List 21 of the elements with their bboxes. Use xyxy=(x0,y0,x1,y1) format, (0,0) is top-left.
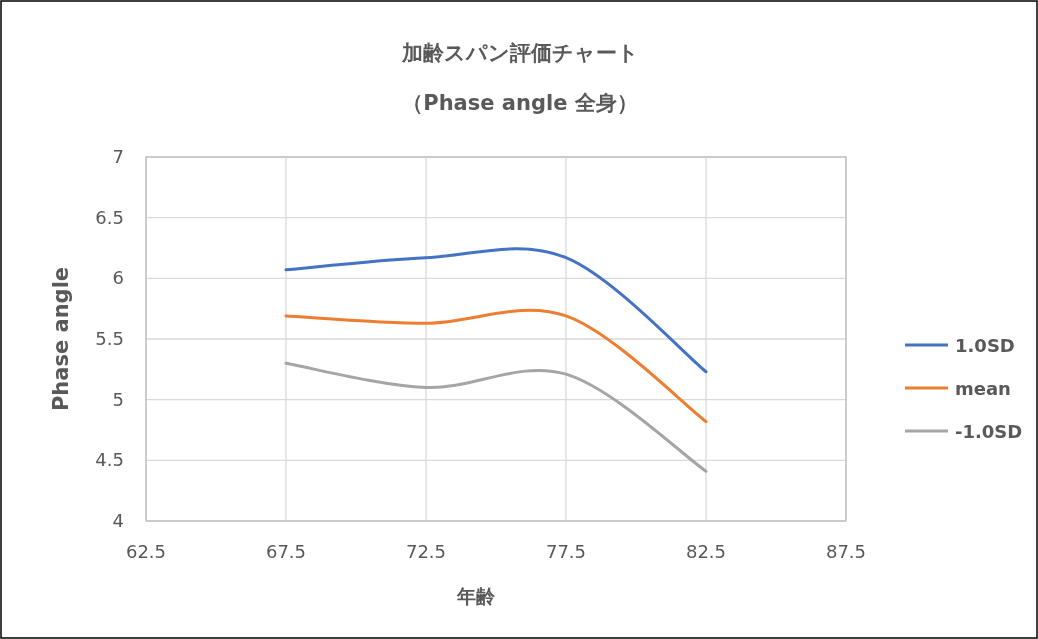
x-tick-label: 72.5 xyxy=(405,541,447,562)
y-axis-title: Phase angle xyxy=(49,266,73,412)
x-axis-title: 年齢 xyxy=(456,585,496,607)
x-tick-label: 82.5 xyxy=(685,541,727,562)
y-tick-label: 5 xyxy=(112,388,124,410)
y-tick-label: 5.5 xyxy=(95,328,124,349)
x-tick-label: 77.5 xyxy=(545,541,587,562)
y-tick-label: 4.5 xyxy=(95,449,124,471)
y-tick-label: 6 xyxy=(112,267,124,289)
chart-subtitle: （Phase angle 全身） xyxy=(402,91,638,115)
line-series xyxy=(284,361,708,473)
y-tick-label: 7 xyxy=(112,146,124,167)
legend-label: 1.0SD xyxy=(955,335,1015,356)
chart-title: 加齢スパン評価チャート xyxy=(400,41,639,65)
x-tick-label: 87.5 xyxy=(825,541,867,562)
y-tick-label: 4 xyxy=(112,510,124,531)
y-tick-label: 6.5 xyxy=(95,206,124,228)
legend-label: mean xyxy=(955,378,1011,399)
x-tick-label: 67.5 xyxy=(265,541,307,562)
x-tick-label: 62.5 xyxy=(125,541,167,562)
legend-label: -1.0SD xyxy=(955,421,1023,442)
